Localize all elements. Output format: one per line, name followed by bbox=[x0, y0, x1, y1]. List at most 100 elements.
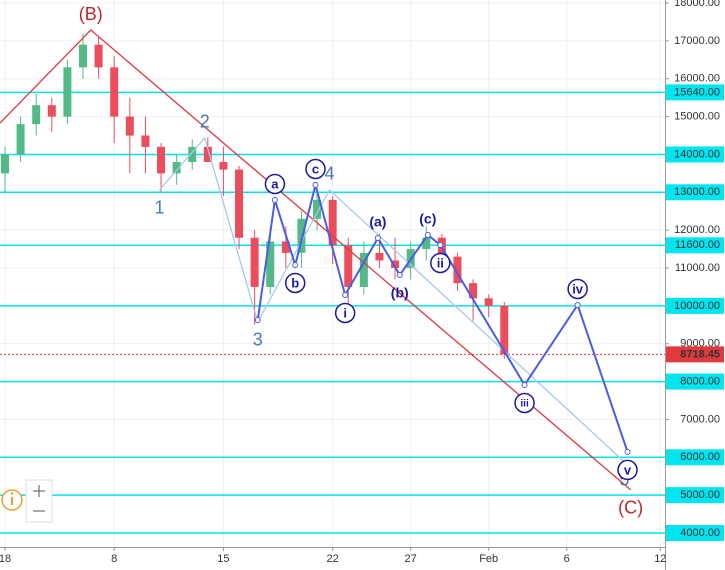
wave-label: 1 bbox=[154, 198, 164, 218]
widget[interactable] bbox=[1, 479, 53, 523]
wave-label-circle bbox=[264, 173, 286, 195]
level-label-box bbox=[666, 487, 724, 504]
wave-point bbox=[574, 301, 581, 308]
wave-line bbox=[0, 29, 632, 491]
level-label-box bbox=[666, 373, 724, 390]
wave-label-circle bbox=[617, 459, 638, 481]
candle-body bbox=[375, 252, 384, 261]
x-tick-label: 12 bbox=[654, 553, 666, 565]
wave-label: (c) bbox=[419, 211, 436, 227]
level-label: 14000.00 bbox=[674, 148, 720, 160]
level-label: 13000.00 bbox=[674, 186, 720, 198]
wave-label-circle bbox=[514, 392, 535, 414]
candle-body bbox=[94, 44, 103, 68]
candle-body bbox=[203, 146, 212, 163]
y-tick-label: 17000.00 bbox=[674, 35, 720, 47]
candle-body bbox=[141, 135, 150, 147]
candle-body bbox=[500, 305, 509, 355]
candle-body bbox=[79, 44, 88, 68]
candle-body bbox=[16, 124, 25, 155]
wave-point bbox=[521, 381, 528, 388]
candle-body bbox=[235, 169, 244, 238]
wave-label: (b) bbox=[391, 285, 409, 301]
x-tick-label: 8 bbox=[111, 553, 117, 565]
wave-label: 3 bbox=[253, 330, 263, 350]
candle-body bbox=[47, 105, 56, 117]
candle-body bbox=[188, 146, 197, 163]
wave-label-circle bbox=[567, 278, 588, 300]
y-tick-label: 18000.00 bbox=[674, 0, 720, 9]
level-label: 8000.00 bbox=[680, 375, 720, 387]
wave-label: (C) bbox=[618, 498, 643, 518]
candle-body bbox=[63, 67, 72, 117]
wave-point bbox=[312, 181, 319, 188]
wave-point bbox=[624, 448, 631, 455]
y-tick-label: 12000.00 bbox=[674, 224, 720, 236]
candle-body bbox=[391, 260, 400, 269]
wave-label-circle bbox=[334, 302, 356, 324]
level-label-box bbox=[666, 524, 724, 541]
wave-label: (B) bbox=[79, 4, 103, 24]
wave-point bbox=[396, 271, 403, 278]
wave-label: 4 bbox=[325, 164, 335, 184]
x-tick-label: 6 bbox=[564, 553, 570, 565]
last-price-label: 8718.45 bbox=[680, 348, 720, 360]
candle-body bbox=[359, 252, 368, 287]
wave-label: c bbox=[312, 161, 319, 176]
wave-point bbox=[437, 241, 444, 248]
wave-label: 2 bbox=[200, 112, 210, 132]
candle-body bbox=[172, 162, 181, 174]
wave-label: a bbox=[271, 176, 279, 191]
candle-body bbox=[250, 237, 259, 287]
level-label: 5000.00 bbox=[680, 489, 720, 501]
candle-body bbox=[484, 298, 493, 306]
wave-point bbox=[271, 196, 278, 203]
candle-body bbox=[0, 154, 9, 174]
wave-label-circle bbox=[284, 272, 306, 294]
y-tick-label: 7000.00 bbox=[680, 413, 720, 425]
candle-body bbox=[344, 245, 353, 287]
candle-body bbox=[281, 241, 290, 253]
wave-point bbox=[424, 231, 431, 238]
level-label-box bbox=[666, 84, 724, 101]
wave-label: iii bbox=[520, 399, 529, 410]
wave-label: i bbox=[343, 305, 347, 320]
last-price-box bbox=[666, 346, 724, 363]
candle-body bbox=[313, 199, 322, 219]
level-label-box bbox=[666, 297, 724, 314]
wave-label-circle bbox=[430, 252, 451, 274]
wave-point bbox=[342, 291, 349, 298]
candle-body bbox=[219, 162, 228, 170]
wave-line bbox=[256, 181, 629, 453]
candle-body bbox=[469, 283, 478, 299]
level-label-box bbox=[666, 237, 724, 254]
x-tick-label: Feb bbox=[479, 553, 498, 565]
candle-body bbox=[453, 256, 462, 284]
wave-label: iv bbox=[572, 281, 584, 296]
y-tick-label: 15000.00 bbox=[674, 110, 720, 122]
level-label: 4000.00 bbox=[680, 527, 720, 539]
level-label-box bbox=[666, 449, 724, 466]
level-label: 6000.00 bbox=[680, 451, 720, 463]
wave-label: v bbox=[624, 462, 632, 477]
x-tick-label: 27 bbox=[405, 553, 417, 565]
wave-point bbox=[374, 234, 381, 241]
candle-body bbox=[422, 237, 431, 250]
level-label-box bbox=[666, 146, 724, 163]
wave-label-circle bbox=[305, 158, 326, 180]
candle-body bbox=[32, 105, 41, 125]
x-tick-label: 22 bbox=[327, 553, 339, 565]
candle-body bbox=[266, 241, 275, 287]
info-icon bbox=[10, 492, 14, 495]
level-label-box bbox=[666, 184, 724, 201]
wave-point bbox=[292, 261, 299, 268]
x-tick-label: 15 bbox=[217, 553, 229, 565]
wave-label: b bbox=[291, 275, 299, 290]
candle-body bbox=[297, 218, 306, 253]
wave-point bbox=[254, 316, 261, 323]
wave-label: ii bbox=[437, 255, 444, 270]
candle-body bbox=[328, 199, 337, 246]
